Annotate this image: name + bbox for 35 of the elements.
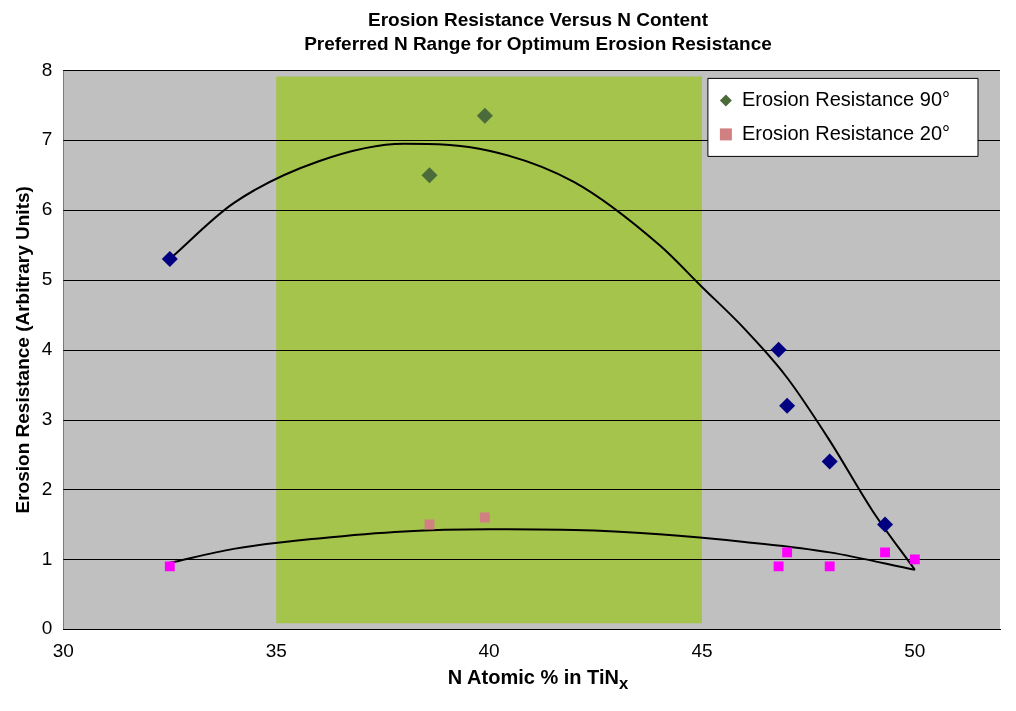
- legend-label: Erosion Resistance 20°: [741, 121, 950, 144]
- x-tick-label: 45: [691, 639, 713, 661]
- x-tick-label: 35: [265, 639, 287, 661]
- y-tick-label: 0: [41, 617, 53, 639]
- legend-label: Erosion Resistance 90°: [741, 87, 950, 110]
- y-tick-label: 4: [41, 338, 53, 360]
- point: [421, 167, 438, 184]
- y-axis-title: Erosion Resistance (Arbitrary Units): [11, 186, 33, 514]
- x-tick-label: 50: [904, 639, 926, 661]
- x-axis-title: N Atomic % in TiN$_{x}$: [446, 666, 630, 694]
- point: [773, 561, 784, 572]
- point: [824, 561, 835, 572]
- point: [424, 519, 435, 530]
- y-tick-label: 2: [41, 477, 53, 499]
- point: [779, 397, 796, 414]
- y-tick-label: 3: [41, 407, 53, 429]
- y-tick-label: 1: [41, 547, 53, 569]
- x-tick-label: 40: [478, 639, 500, 661]
- chart-title: Erosion Resistance Versus N Content: [367, 8, 709, 32]
- point: [770, 341, 787, 358]
- x-tick-label: 30: [52, 639, 74, 661]
- point: [479, 512, 490, 523]
- point: [880, 547, 890, 558]
- point: [909, 554, 920, 565]
- point: [782, 547, 793, 558]
- point: [161, 251, 178, 267]
- point: [877, 516, 894, 533]
- chart-subtitle: Preferred N Range for Optimum Erosion Resistance: [303, 32, 773, 56]
- y-tick-label: 5: [41, 268, 53, 290]
- point: [821, 453, 838, 470]
- point: [164, 561, 175, 572]
- y-tick-label: 8: [41, 58, 53, 80]
- point: [476, 107, 493, 124]
- y-tick-label: 6: [41, 198, 53, 220]
- y-tick-label: 7: [41, 128, 53, 150]
